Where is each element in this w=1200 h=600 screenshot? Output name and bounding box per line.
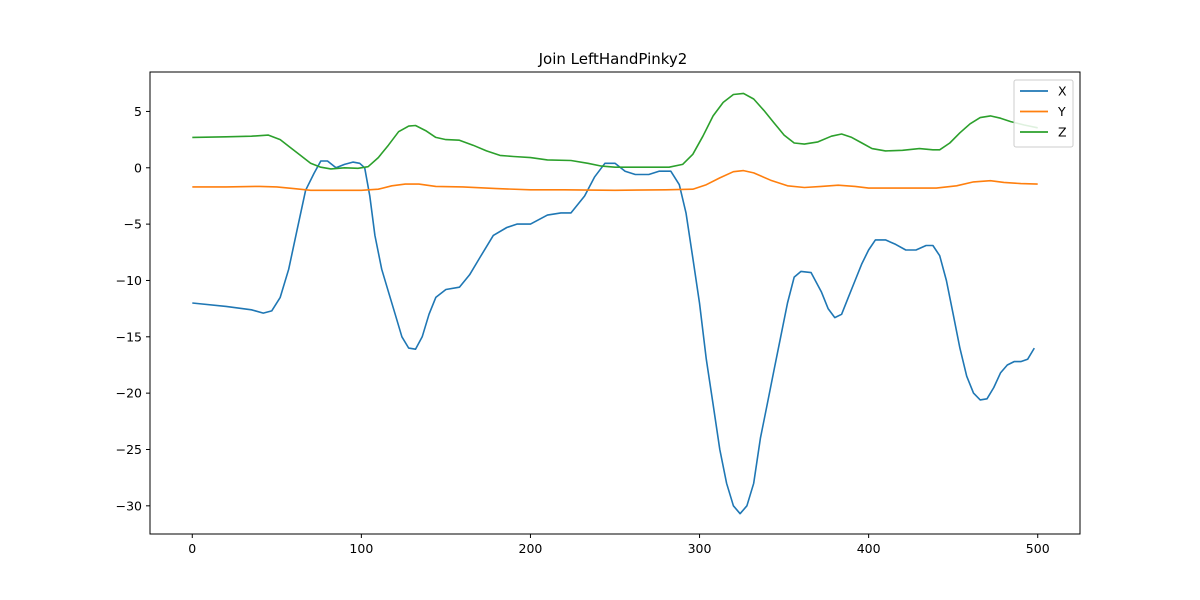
x-tick-label: 300 [688, 541, 712, 556]
legend-label-y: Y [1057, 104, 1066, 119]
y-tick-label: −30 [116, 498, 142, 513]
y-tick-label: −10 [116, 273, 142, 288]
y-tick-label: 5 [134, 104, 142, 119]
y-tick-label: −20 [116, 386, 142, 401]
series-line-y [192, 169, 1038, 192]
plot-frame [149, 71, 1081, 535]
x-axis: 0 100 200 300 400 500 [188, 534, 1050, 556]
legend-box [1013, 79, 1074, 148]
y-tick-label: −15 [116, 329, 142, 344]
x-tick-label: 100 [349, 541, 373, 556]
legend: XYZ [1013, 79, 1074, 148]
chart-title: Join LeftHandPinky2 [538, 50, 688, 68]
x-tick-label: 500 [1026, 541, 1050, 556]
legend-label-x: X [1058, 84, 1067, 99]
y-tick-label: −25 [116, 442, 142, 457]
series-layer [192, 92, 1038, 515]
y-tick-label: −5 [124, 217, 142, 232]
x-tick-label: 200 [519, 541, 543, 556]
y-axis: 5 0 −5 −10 −15 −20 −25 −30 [116, 104, 150, 513]
series-line-x [192, 160, 1035, 515]
x-tick-label: 0 [188, 541, 196, 556]
x-tick-label: 400 [857, 541, 881, 556]
y-tick-label: 0 [134, 160, 142, 175]
legend-label-z: Z [1058, 125, 1067, 140]
series-line-z [192, 92, 1038, 170]
